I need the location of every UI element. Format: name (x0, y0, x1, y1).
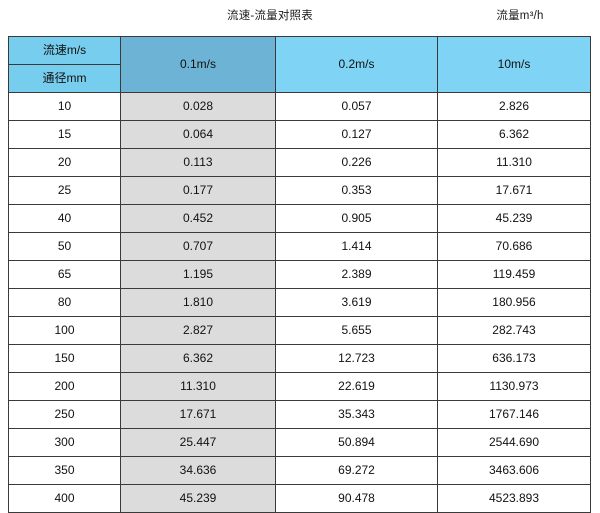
row-value-0: 25.447 (120, 428, 276, 457)
corner-diameter-label: 通径mm (8, 64, 121, 93)
row-value-0: 0.113 (120, 148, 276, 177)
row-value-2: 11.310 (437, 148, 591, 177)
row-value-2: 6.362 (437, 120, 591, 149)
row-value-1: 0.905 (275, 204, 438, 233)
row-value-2: 119.459 (437, 260, 591, 289)
row-diameter: 400 (8, 484, 121, 513)
table-row: 300 25.447 50.894 2544.690 (8, 428, 591, 457)
column-header-2: 10m/s (437, 36, 591, 93)
caption-row: 流速-流量对照表 流量m³/h (0, 0, 600, 34)
row-value-1: 5.655 (275, 316, 438, 345)
row-diameter: 350 (8, 456, 121, 485)
row-value-2: 2.826 (437, 92, 591, 121)
table-row: 200 11.310 22.619 1130.973 (8, 372, 591, 401)
row-value-2: 3463.606 (437, 456, 591, 485)
row-diameter: 200 (8, 372, 121, 401)
row-value-0: 0.707 (120, 232, 276, 261)
table-body: 流速m/s 0.1m/s 0.2m/s 10m/s 通径mm 10 0.028 … (8, 36, 591, 513)
row-diameter: 10 (8, 92, 121, 121)
row-value-0: 6.362 (120, 344, 276, 373)
row-diameter: 250 (8, 400, 121, 429)
table-row: 25 0.177 0.353 17.671 (8, 176, 591, 205)
table-row: 65 1.195 2.389 119.459 (8, 260, 591, 289)
row-diameter: 15 (8, 120, 121, 149)
row-value-0: 11.310 (120, 372, 276, 401)
table-row: 40 0.452 0.905 45.239 (8, 204, 591, 233)
column-header-1: 0.2m/s (275, 36, 438, 93)
row-value-2: 1130.973 (437, 372, 591, 401)
row-value-1: 35.343 (275, 400, 438, 429)
row-diameter: 65 (8, 260, 121, 289)
row-value-1: 0.353 (275, 176, 438, 205)
row-value-1: 50.894 (275, 428, 438, 457)
row-value-0: 1.810 (120, 288, 276, 317)
row-value-2: 45.239 (437, 204, 591, 233)
row-value-0: 0.177 (120, 176, 276, 205)
row-value-0: 1.195 (120, 260, 276, 289)
row-value-1: 0.226 (275, 148, 438, 177)
table-title: 流速-流量对照表 (227, 10, 313, 22)
row-value-2: 636.173 (437, 344, 591, 373)
table-row: 50 0.707 1.414 70.686 (8, 232, 591, 261)
table-row: 100 2.827 5.655 282.743 (8, 316, 591, 345)
table-row: 250 17.671 35.343 1767.146 (8, 400, 591, 429)
header-row-velocity: 流速m/s 0.1m/s 0.2m/s 10m/s (8, 36, 591, 93)
row-diameter: 150 (8, 344, 121, 373)
row-value-0: 0.064 (120, 120, 276, 149)
corner-velocity-label: 流速m/s (8, 36, 121, 65)
row-diameter: 300 (8, 428, 121, 457)
row-value-2: 1767.146 (437, 400, 591, 429)
flow-velocity-table: 流速m/s 0.1m/s 0.2m/s 10m/s 通径mm 10 0.028 … (8, 36, 591, 513)
row-diameter: 20 (8, 148, 121, 177)
row-value-0: 0.452 (120, 204, 276, 233)
table-container: 流速m/s 0.1m/s 0.2m/s 10m/s 通径mm 10 0.028 … (8, 36, 591, 513)
row-value-0: 0.028 (120, 92, 276, 121)
row-value-2: 180.956 (437, 288, 591, 317)
row-value-1: 22.619 (275, 372, 438, 401)
flow-unit-label: 流量m³/h (496, 10, 544, 22)
row-diameter: 50 (8, 232, 121, 261)
row-value-1: 1.414 (275, 232, 438, 261)
table-row: 10 0.028 0.057 2.826 (8, 92, 591, 121)
table-row: 20 0.113 0.226 11.310 (8, 148, 591, 177)
row-value-1: 3.619 (275, 288, 438, 317)
row-value-1: 69.272 (275, 456, 438, 485)
row-value-1: 2.389 (275, 260, 438, 289)
row-value-2: 4523.893 (437, 484, 591, 513)
row-value-0: 17.671 (120, 400, 276, 429)
row-value-0: 45.239 (120, 484, 276, 513)
row-value-0: 34.636 (120, 456, 276, 485)
table-row: 350 34.636 69.272 3463.606 (8, 456, 591, 485)
row-diameter: 80 (8, 288, 121, 317)
table-row: 80 1.810 3.619 180.956 (8, 288, 591, 317)
row-value-2: 2544.690 (437, 428, 591, 457)
column-header-0: 0.1m/s (120, 36, 276, 93)
row-diameter: 40 (8, 204, 121, 233)
row-diameter: 100 (8, 316, 121, 345)
row-value-2: 17.671 (437, 176, 591, 205)
row-value-2: 70.686 (437, 232, 591, 261)
row-value-1: 0.127 (275, 120, 438, 149)
table-row: 400 45.239 90.478 4523.893 (8, 484, 591, 513)
row-value-1: 12.723 (275, 344, 438, 373)
table-row: 150 6.362 12.723 636.173 (8, 344, 591, 373)
row-value-1: 90.478 (275, 484, 438, 513)
table-row: 15 0.064 0.127 6.362 (8, 120, 591, 149)
row-value-1: 0.057 (275, 92, 438, 121)
header-row-diameter: 通径mm (8, 64, 591, 93)
row-value-2: 282.743 (437, 316, 591, 345)
row-diameter: 25 (8, 176, 121, 205)
row-value-0: 2.827 (120, 316, 276, 345)
